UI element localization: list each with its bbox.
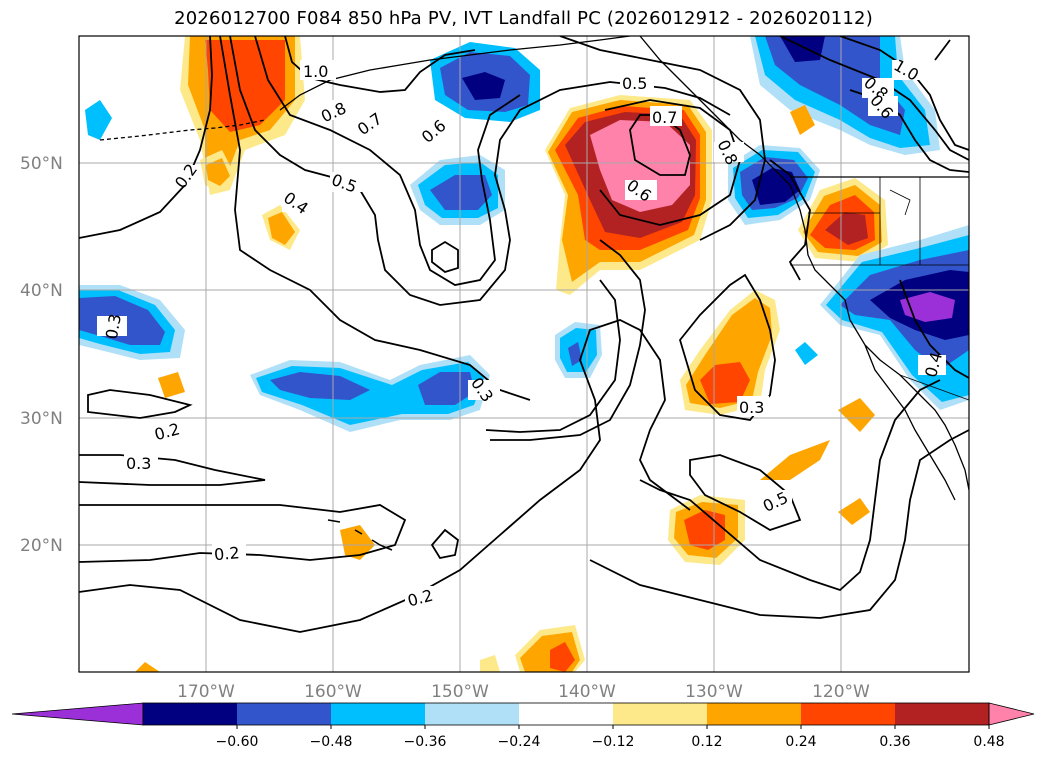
coastline-baja [864,344,956,501]
lon-label: 160°W [304,682,362,702]
colorbar-box [425,703,520,725]
contour-line [284,36,476,93]
hawaii [327,519,393,551]
contour-labels: 1.0 0.8 0.7 0.6 0.5 0.4 0.2 0.3 0.3 0.2 … [97,56,946,611]
contour-line [599,99,741,226]
coastline-north-america [279,36,969,491]
colorbar-tick-label: 0.36 [879,734,910,750]
state-borders [790,177,969,266]
border-us-mexico [899,374,969,401]
contour-line [87,389,193,419]
colorbar-box [707,703,802,725]
lon-label: 120°W [812,682,870,702]
lat-label: 20°N [20,536,63,556]
colorbar-box [237,703,332,725]
contour-line [79,454,266,486]
contour-line [934,39,951,61]
lon-label: 130°W [685,682,743,702]
contour-label: 0.3 [126,454,151,473]
latitude-labels: 50°N 40°N 30°N 20°N [20,154,63,556]
contour-line [559,36,766,241]
contour-label: 1.0 [303,62,328,81]
contour-label: 0.2 [171,160,201,192]
contour-line [254,36,521,286]
contour-label: 0.2 [213,543,240,564]
contour-line [589,429,969,619]
colorbar-tick-label: −0.48 [310,734,353,750]
pv-shading [79,36,969,672]
colorbar-tick-label: 0.12 [691,734,722,750]
lon-label: 150°W [431,682,489,702]
lat-label: 40°N [20,281,63,301]
colorbar-extend-min [11,702,144,726]
coastlines [99,36,969,551]
colorbar-box [519,703,614,725]
contour-line [79,504,407,563]
colorbar-box [613,703,708,725]
contour-line [769,159,811,281]
colorbar-tick-label: 0.24 [785,734,816,750]
colorbar-box [143,703,238,725]
colorbar: −0.60 −0.48 −0.36 −0.24 −0.12 0.12 0.24 0.36 0.4… [11,702,1035,750]
colorbar-extend-max [988,702,1035,726]
contour-line [899,279,969,379]
contour-label: 0.5 [622,74,647,93]
lat-label: 50°N [20,154,63,174]
contour-line [689,454,802,531]
contour-line [839,36,969,151]
colorbar-box [801,703,896,725]
contour-label: 0.3 [739,398,764,417]
contour-label: 0.3 [102,312,125,340]
contour-line [779,36,969,161]
pv-contours [79,36,969,633]
colorbar-tick-label: −0.36 [404,734,447,750]
contour-line [485,279,621,433]
longitude-labels: 170°W 160°W 150°W 140°W 130°W 120°W [177,682,870,702]
colorbar-box [331,703,426,725]
colorbar-tick-label: −0.60 [216,734,259,750]
map-frame [78,35,970,673]
colorbar-tick-label: −0.12 [592,734,635,750]
colorbar-tick-label: −0.24 [498,734,541,750]
contour-line [430,528,459,560]
contour-line [229,36,731,306]
contour-label: 0.7 [652,108,677,127]
contour-line [679,273,776,421]
lon-label: 140°W [558,682,616,702]
lat-label: 30°N [20,409,63,429]
map-title: 2026012700 F084 850 hPa PV, IVT Landfall… [174,8,873,29]
contour-line [79,319,691,633]
contour-line [639,379,941,592]
contour-line [490,239,646,441]
colorbar-tick-label: 0.48 [973,734,1004,750]
colorbar-frame [142,702,990,726]
contour-line [219,36,531,401]
colorbar-box [895,703,990,725]
contour-line [431,240,459,273]
lon-label: 170°W [177,682,235,702]
